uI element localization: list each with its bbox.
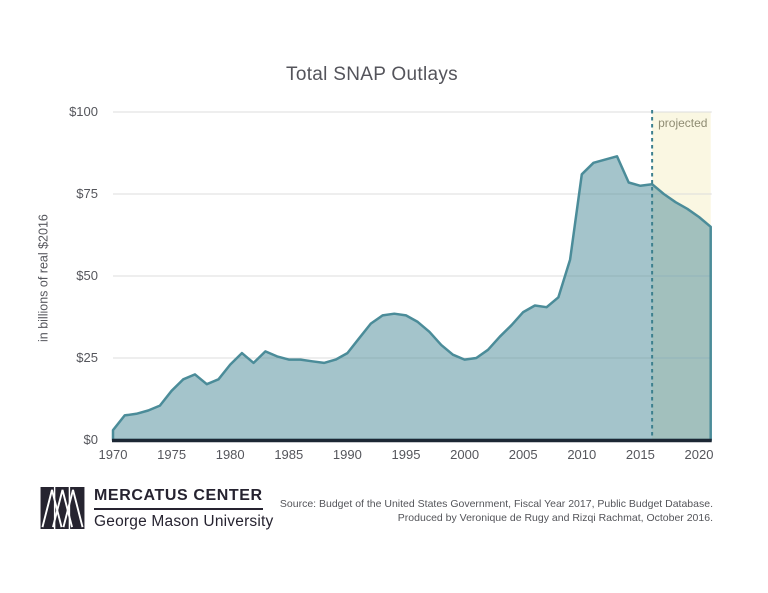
- logo-text: MERCATUS CENTER George Mason University: [94, 487, 273, 531]
- chart-title: Total SNAP Outlays: [286, 64, 458, 85]
- source-line-1: Source: Budget of the United States Gove…: [279, 498, 713, 510]
- projected-label: projected: [658, 116, 708, 130]
- snap-area-series: [111, 155, 712, 442]
- logo-university-name: George Mason University: [94, 513, 274, 530]
- y-tick-label: $25: [76, 350, 98, 365]
- x-tick-label: 1980: [215, 447, 245, 462]
- x-tick-label: 2015: [625, 447, 655, 462]
- y-tick-label: $50: [76, 268, 98, 283]
- x-tick-label: 1985: [274, 447, 304, 462]
- x-tick-label: 2010: [567, 447, 597, 462]
- x-tick-label: 1975: [157, 447, 187, 462]
- x-tick-label: 1990: [332, 447, 362, 462]
- snap-area-chart: [111, 110, 712, 443]
- logo-org-name: MERCATUS CENTER: [94, 487, 263, 510]
- y-tick-label: $75: [76, 186, 98, 201]
- source-line-2: Produced by Veronique de Rugy and Rizqi …: [397, 511, 713, 524]
- mercatus-logo: MERCATUS CENTER George Mason University: [40, 487, 273, 531]
- x-tick-label: 2005: [508, 447, 538, 462]
- y-tick-label: $100: [69, 104, 98, 119]
- x-tick-label: 1995: [391, 447, 421, 462]
- y-tick-label: $0: [83, 432, 98, 447]
- source-note: Source: Budget of the United States Gove…: [280, 498, 713, 525]
- x-tick-label: 1970: [98, 447, 128, 462]
- x-tick-label: 2000: [450, 447, 480, 462]
- x-tick-label: 2020: [684, 447, 714, 462]
- mercatus-logo-icon: [40, 487, 85, 529]
